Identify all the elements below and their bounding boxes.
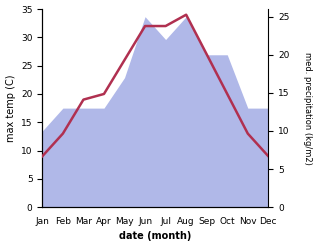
Y-axis label: med. precipitation (kg/m2): med. precipitation (kg/m2)	[303, 52, 313, 165]
Y-axis label: max temp (C): max temp (C)	[5, 74, 16, 142]
X-axis label: date (month): date (month)	[119, 231, 191, 242]
